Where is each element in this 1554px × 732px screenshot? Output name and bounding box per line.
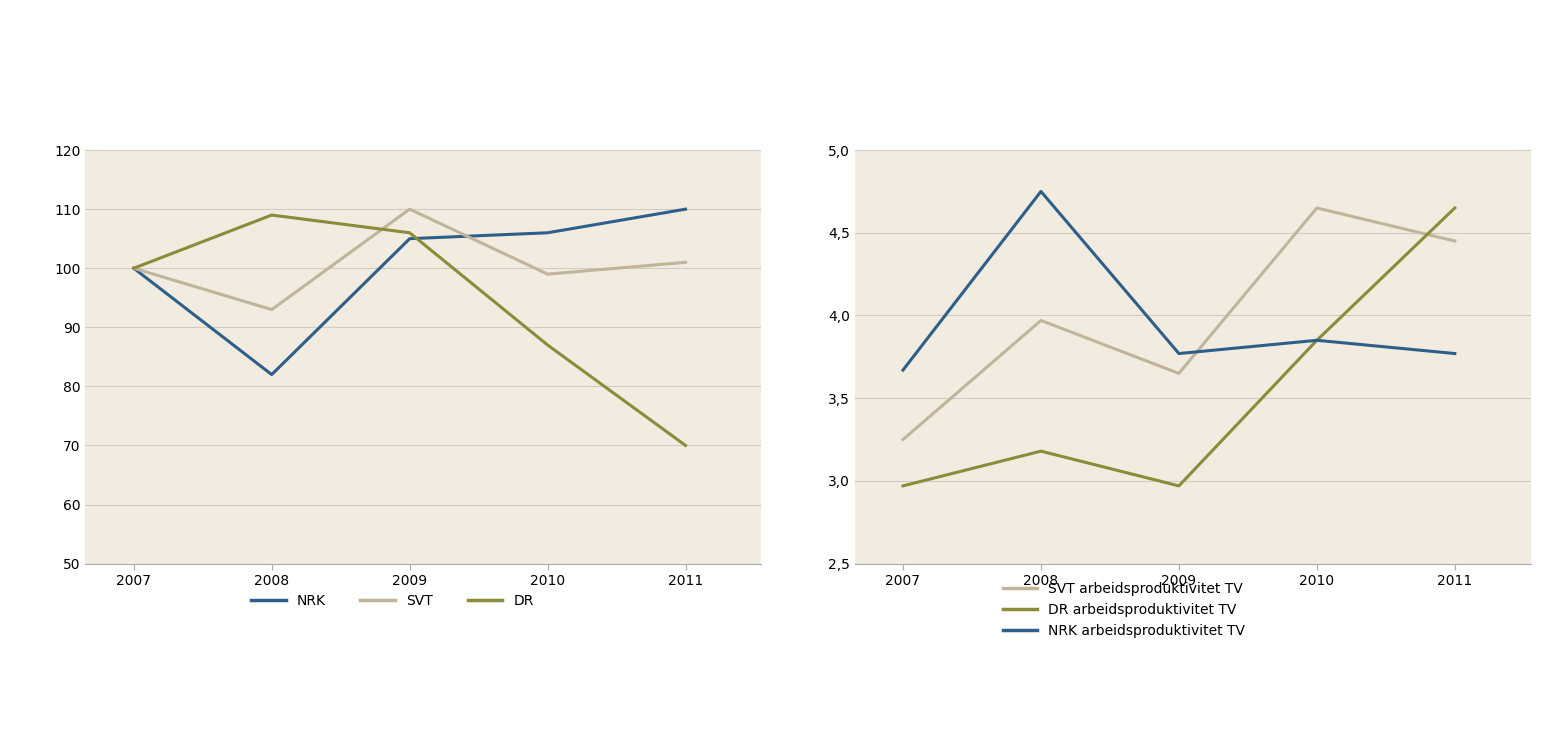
Legend: NRK, SVT, DR: NRK, SVT, DR xyxy=(246,588,539,613)
Text: Figur 6 Arbeidsproduktivitet sendte førstegangstimer TV
delt på årsverk knyttet : Figur 6 Arbeidsproduktivitet sendte førs… xyxy=(917,49,1406,108)
Legend: SVT arbeidsproduktivitet TV, DR arbeidsproduktivitet TV, NRK arbeidsproduktivite: SVT arbeidsproduktivitet TV, DR arbeidsp… xyxy=(998,576,1251,643)
Text: Figur 5 Kostnadsutviklingen per sendte førstegangstime
TV i NRK, DR og SVT, base: Figur 5 Kostnadsutviklingen per sendte f… xyxy=(149,49,636,108)
